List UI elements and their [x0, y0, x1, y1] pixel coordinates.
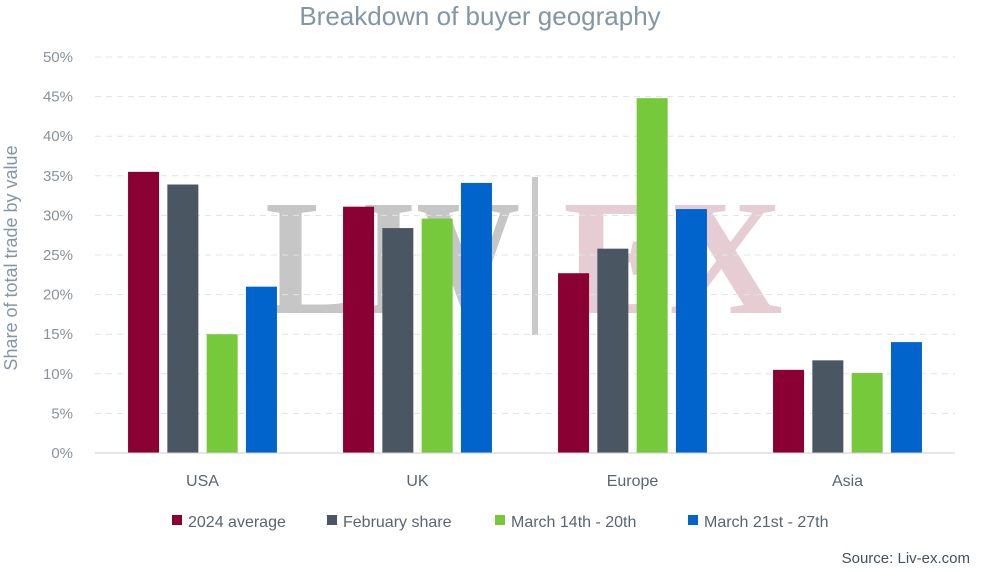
- bar-usa-series-2: [167, 184, 199, 453]
- watermark-divider: [532, 177, 538, 335]
- bar-europe-series-3: [636, 98, 668, 454]
- gridlines: [95, 56, 955, 414]
- bar-usa-series-1: [128, 171, 160, 453]
- bar-uk-series-4: [460, 182, 492, 454]
- bar-uk-series-3: [421, 218, 453, 453]
- source-note: Source: Liv-ex.com: [842, 550, 970, 567]
- x-category-label: Europe: [607, 473, 659, 490]
- y-tick-label: 20%: [43, 287, 73, 304]
- x-axis-categories: USA UK Europe Asia: [186, 473, 863, 490]
- y-axis-ticks: 0% 5% 10% 15% 20% 25% 30% 35% 40% 45% 50%: [43, 49, 73, 462]
- y-tick-label: 25%: [43, 247, 73, 264]
- bar-uk-series-2: [382, 228, 414, 453]
- legend-label: February share: [343, 514, 452, 531]
- bar-asia-series-2: [812, 360, 844, 453]
- watermark-right-text: EX: [563, 166, 783, 349]
- bars: [128, 98, 922, 454]
- bar-asia-series-4: [890, 342, 922, 453]
- legend-swatch: [688, 515, 698, 525]
- chart-title: Breakdown of buyer geography: [299, 1, 660, 31]
- legend: 2024 average February share March 14th - 2…: [172, 514, 829, 531]
- bar-uk-series-1: [343, 206, 375, 453]
- legend-swatch: [327, 515, 337, 525]
- legend-label: March 21st - 27th: [704, 514, 829, 531]
- bar-europe-series-4: [675, 209, 707, 453]
- legend-label: 2024 average: [188, 514, 286, 531]
- y-tick-label: 10%: [43, 366, 73, 383]
- bar-asia-series-3: [851, 373, 883, 453]
- bar-europe-series-2: [597, 248, 629, 453]
- y-tick-label: 5%: [51, 405, 73, 422]
- legend-swatch: [495, 515, 505, 525]
- y-tick-label: 15%: [43, 326, 73, 343]
- bar-europe-series-1: [558, 273, 590, 453]
- y-tick-label: 40%: [43, 128, 73, 145]
- x-category-label: USA: [186, 473, 219, 490]
- y-tick-label: 0%: [51, 445, 73, 462]
- y-tick-label: 30%: [43, 207, 73, 224]
- bar-asia-series-1: [773, 369, 805, 453]
- y-tick-label: 45%: [43, 89, 73, 106]
- legend-item: February share: [327, 514, 452, 531]
- y-axis-label: Share of total trade by value: [1, 145, 21, 370]
- bar-usa-series-3: [206, 334, 238, 453]
- legend-swatch: [172, 515, 182, 525]
- y-tick-label: 50%: [43, 49, 73, 66]
- bar-usa-series-4: [245, 286, 277, 453]
- legend-label: March 14th - 20th: [511, 514, 636, 531]
- legend-item: March 14th - 20th: [495, 514, 636, 531]
- x-category-label: UK: [406, 473, 429, 490]
- x-category-label: Asia: [832, 473, 863, 490]
- y-tick-label: 35%: [43, 168, 73, 185]
- legend-item: 2024 average: [172, 514, 286, 531]
- legend-item: March 21st - 27th: [688, 514, 829, 531]
